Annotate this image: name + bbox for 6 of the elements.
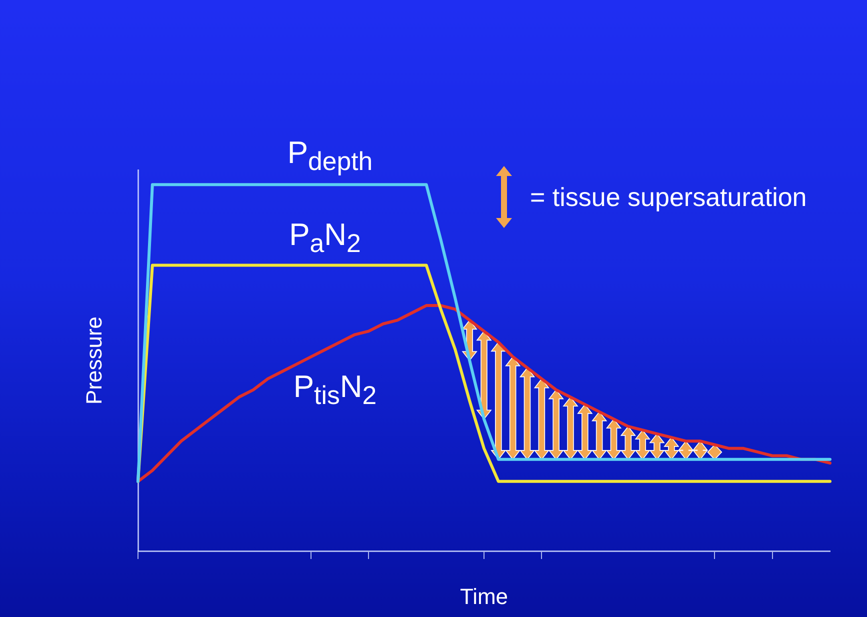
series-label: P$_{a}$N$_{2}$ <box>288 216 362 260</box>
x-axis-title: Time <box>460 584 508 609</box>
series-label: P$_{depth}$ <box>286 134 374 178</box>
annotation: = tissue supersaturation <box>530 182 807 212</box>
series-label: P$_{tis}$N$_{2}$ <box>292 368 378 412</box>
y-axis-title: Pressure <box>81 316 106 405</box>
